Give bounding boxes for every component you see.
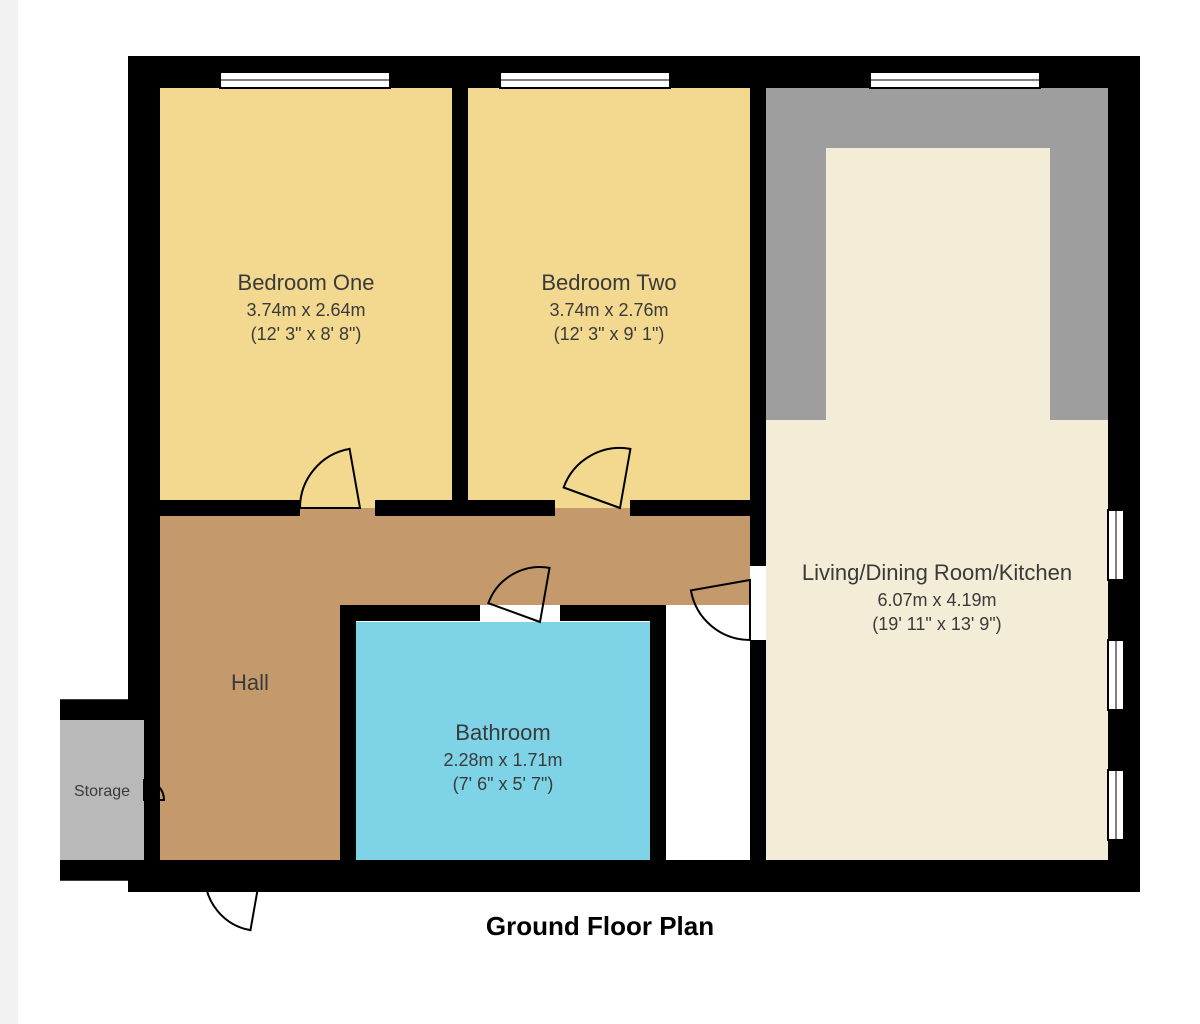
floor-plan-svg: Bedroom One 3.74m x 2.64m (12' 3" x 8' 8")… (60, 40, 1140, 970)
interior-wall (630, 500, 766, 516)
bedroom_two-name: Bedroom Two (541, 270, 676, 295)
interior-wall (750, 640, 766, 876)
living-dim-metric: 6.07m x 4.19m (877, 590, 996, 610)
bedroom_one-name: Bedroom One (238, 270, 375, 295)
interior-wall (560, 605, 666, 621)
bathroom-dim-imperial: (7' 6" x 5' 7") (453, 774, 554, 794)
bedroom_two-dim-metric: 3.74m x 2.76m (549, 300, 668, 320)
left-margin-strip (0, 0, 18, 1024)
bedroom_one-dim-imperial: (12' 3" x 8' 8") (251, 324, 362, 344)
living-name: Living/Dining Room/Kitchen (802, 560, 1072, 585)
room-bedroom-one (160, 88, 452, 508)
bedroom_two-label: Bedroom Two 3.74m x 2.76m (12' 3" x 9' 1") (541, 270, 676, 344)
living-dim-imperial: (19' 11" x 13' 9") (872, 614, 1001, 634)
bathroom-name: Bathroom (455, 720, 550, 745)
interior-wall (340, 605, 480, 621)
interior-wall (144, 816, 160, 876)
interior-wall (144, 712, 160, 784)
bedroom_one-dim-metric: 3.74m x 2.64m (246, 300, 365, 320)
interior-wall (160, 500, 300, 516)
bedroom_two-dim-imperial: (12' 3" x 9' 1") (554, 324, 665, 344)
hall-name: Hall (231, 670, 269, 695)
interior-wall (340, 605, 356, 876)
bedroom_one-label: Bedroom One 3.74m x 2.64m (12' 3" x 8' 8") (238, 270, 375, 344)
plan-caption: Ground Floor Plan (486, 911, 714, 941)
bathroom-dim-metric: 2.28m x 1.71m (443, 750, 562, 770)
interior-wall (375, 500, 555, 516)
storage-name: Storage (74, 783, 130, 800)
page: Bedroom One 3.74m x 2.64m (12' 3" x 8' 8")… (0, 0, 1200, 1024)
floor-plan: Bedroom One 3.74m x 2.64m (12' 3" x 8' 8")… (60, 40, 1140, 970)
interior-wall (452, 88, 468, 508)
interior-wall (750, 88, 766, 518)
room-bedroom-two (468, 88, 750, 508)
interior-wall (750, 516, 766, 566)
interior-wall (650, 605, 666, 876)
bathroom-label: Bathroom 2.28m x 1.71m (7' 6" x 5' 7") (443, 720, 562, 794)
